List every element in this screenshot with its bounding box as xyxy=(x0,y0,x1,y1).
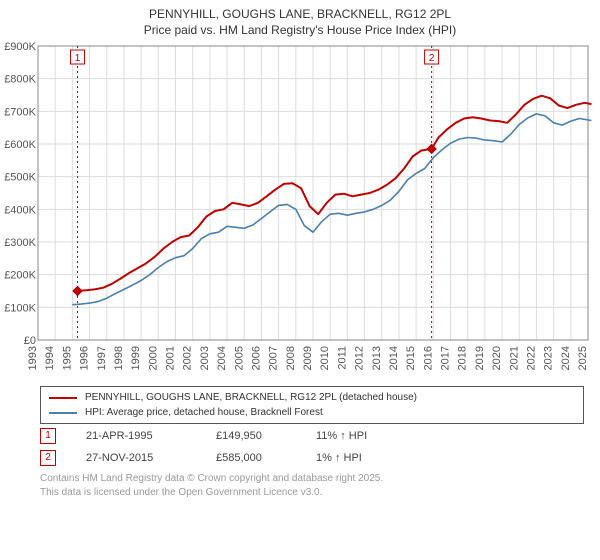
svg-text:2020: 2020 xyxy=(491,346,503,370)
transaction-price: £585,000 xyxy=(216,452,286,464)
footer-note: Contains HM Land Registry data © Crown c… xyxy=(40,472,584,499)
svg-text:£700K: £700K xyxy=(4,107,36,119)
svg-text:2016: 2016 xyxy=(422,346,434,370)
transaction-hpi: 11% ↑ HPI xyxy=(316,430,406,442)
svg-text:£300K: £300K xyxy=(4,237,36,249)
svg-text:2: 2 xyxy=(429,53,435,64)
svg-text:2022: 2022 xyxy=(525,346,537,370)
svg-text:2013: 2013 xyxy=(371,346,383,370)
plot-area: £0 £100K £200K £300K £400K £500K £600K £700K £80… xyxy=(4,40,596,380)
svg-text:2004: 2004 xyxy=(216,346,228,370)
svg-text:2007: 2007 xyxy=(268,346,280,370)
svg-text:2017: 2017 xyxy=(440,346,452,370)
svg-text:2000: 2000 xyxy=(147,346,159,370)
transaction-row: 1 21-APR-1995 £149,950 11% ↑ HPI xyxy=(40,428,584,444)
svg-text:£200K: £200K xyxy=(4,270,36,282)
svg-text:2019: 2019 xyxy=(474,346,486,370)
svg-text:1998: 1998 xyxy=(113,346,125,370)
transaction-marker: 1 xyxy=(40,428,56,444)
title-line-2: Price paid vs. HM Land Registry's House … xyxy=(4,22,596,38)
svg-text:£900K: £900K xyxy=(4,41,36,53)
svg-text:2008: 2008 xyxy=(285,346,297,370)
svg-text:2011: 2011 xyxy=(336,346,348,370)
svg-text:1997: 1997 xyxy=(96,346,108,370)
svg-text:1: 1 xyxy=(75,53,81,64)
legend: PENNYHILL, GOUGHS LANE, BRACKNELL, RG12 … xyxy=(40,386,584,424)
svg-text:£400K: £400K xyxy=(4,205,36,217)
transactions-table: 1 21-APR-1995 £149,950 11% ↑ HPI 2 27-NOV-201… xyxy=(40,428,584,466)
svg-text:2021: 2021 xyxy=(508,346,520,370)
transaction-marker: 2 xyxy=(40,450,56,466)
svg-text:2014: 2014 xyxy=(388,346,400,370)
svg-text:1994: 1994 xyxy=(44,346,56,370)
transaction-date: 27-NOV-2015 xyxy=(86,452,186,464)
svg-text:2018: 2018 xyxy=(457,346,469,370)
svg-text:2025: 2025 xyxy=(577,346,589,370)
svg-text:2006: 2006 xyxy=(250,346,262,370)
svg-text:1996: 1996 xyxy=(79,346,91,370)
svg-text:£100K: £100K xyxy=(4,303,36,315)
legend-row: HPI: Average price, detached house, Brac… xyxy=(49,405,575,420)
footer-line-1: Contains HM Land Registry data © Crown c… xyxy=(40,472,584,486)
svg-text:1999: 1999 xyxy=(130,346,142,370)
transaction-price: £149,950 xyxy=(216,430,286,442)
legend-swatch xyxy=(49,397,77,399)
footer-line-2: This data is licensed under the Open Gov… xyxy=(40,486,584,500)
svg-text:£0: £0 xyxy=(24,335,36,347)
legend-row: PENNYHILL, GOUGHS LANE, BRACKNELL, RG12 … xyxy=(49,390,575,405)
svg-text:2009: 2009 xyxy=(302,346,314,370)
chart-container: PENNYHILL, GOUGHS LANE, BRACKNELL, RG12 … xyxy=(0,0,600,560)
svg-text:£600K: £600K xyxy=(4,139,36,151)
svg-text:2024: 2024 xyxy=(560,346,572,370)
svg-text:£800K: £800K xyxy=(4,74,36,86)
svg-text:2003: 2003 xyxy=(199,346,211,370)
title-line-1: PENNYHILL, GOUGHS LANE, BRACKNELL, RG12 … xyxy=(4,6,596,22)
legend-swatch xyxy=(49,412,77,414)
transaction-row: 2 27-NOV-2015 £585,000 1% ↑ HPI xyxy=(40,450,584,466)
svg-text:2005: 2005 xyxy=(233,346,245,370)
chart-svg: £0 £100K £200K £300K £400K £500K £600K £700K £80… xyxy=(4,40,596,380)
legend-label: PENNYHILL, GOUGHS LANE, BRACKNELL, RG12 … xyxy=(85,390,417,405)
svg-text:1995: 1995 xyxy=(61,346,73,370)
svg-text:1993: 1993 xyxy=(27,346,39,370)
svg-text:£500K: £500K xyxy=(4,172,36,184)
svg-text:2023: 2023 xyxy=(543,346,555,370)
svg-text:2002: 2002 xyxy=(182,346,194,370)
svg-text:2010: 2010 xyxy=(319,346,331,370)
legend-label: HPI: Average price, detached house, Brac… xyxy=(85,405,323,420)
transaction-hpi: 1% ↑ HPI xyxy=(316,452,406,464)
chart-title: PENNYHILL, GOUGHS LANE, BRACKNELL, RG12 … xyxy=(4,6,596,38)
svg-text:2015: 2015 xyxy=(405,346,417,370)
transaction-date: 21-APR-1995 xyxy=(86,430,186,442)
svg-text:2012: 2012 xyxy=(354,346,366,370)
svg-text:2001: 2001 xyxy=(165,346,177,370)
